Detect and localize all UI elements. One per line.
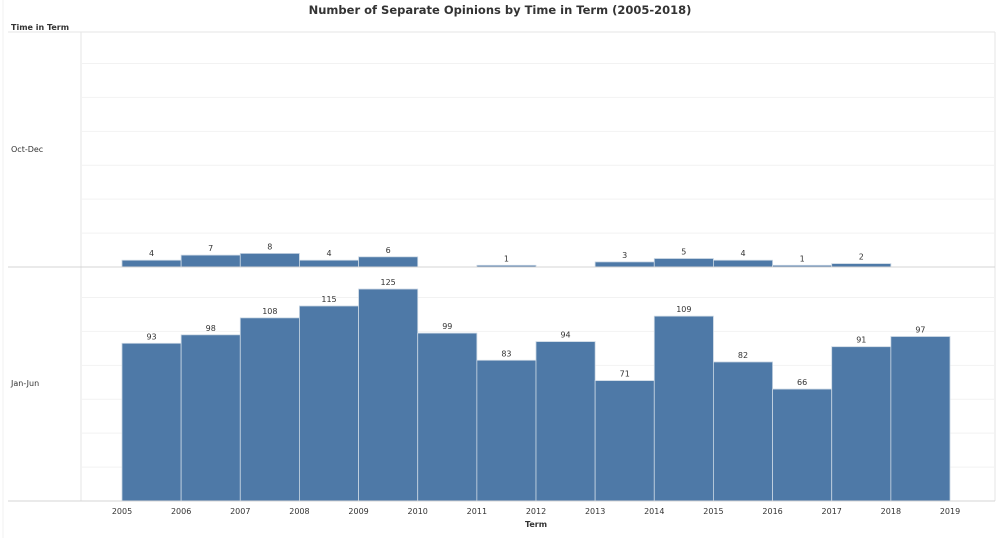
data-label: 3 [622, 251, 627, 260]
bar-jan-jun-2011[interactable] [476, 359, 537, 502]
x-tick-label: 2009 [348, 507, 368, 516]
bar-jan-jun-2014[interactable] [653, 315, 714, 502]
x-tick-label: 2006 [171, 507, 191, 516]
x-tick-label: 2013 [585, 507, 605, 516]
x-tick-label: 2010 [408, 507, 428, 516]
x-tick-label: 2019 [940, 507, 960, 516]
bar-jan-jun-2006[interactable] [180, 334, 241, 502]
bar-oct-dec-2009[interactable] [358, 256, 419, 268]
bar-oct-dec-2008[interactable] [299, 259, 359, 268]
row-label-jan-jun: Jan-Jun [10, 379, 39, 388]
bar-oct-dec-2014[interactable] [653, 258, 714, 268]
data-label: 109 [676, 305, 691, 314]
x-tick-label: 2014 [644, 507, 664, 516]
data-label: 94 [560, 331, 570, 340]
bar-oct-dec-2005[interactable] [121, 259, 182, 268]
data-label: 91 [856, 336, 866, 345]
chart-title: Number of Separate Opinions by Time in T… [309, 3, 692, 17]
x-tick-label: 2012 [526, 507, 546, 516]
data-label: 4 [149, 249, 154, 258]
data-label: 93 [146, 332, 156, 341]
data-label: 82 [738, 351, 748, 360]
bar-jan-jun-2016[interactable] [772, 388, 833, 502]
x-tick-label: 2007 [230, 507, 250, 516]
bar-jan-jun-2007[interactable] [239, 317, 300, 502]
bar-jan-jun-2009[interactable] [358, 288, 419, 502]
data-label: 7 [208, 244, 213, 253]
data-label: 115 [321, 295, 336, 304]
data-label: 2 [859, 253, 864, 262]
data-label: 125 [381, 278, 396, 287]
x-axis-title: Term [525, 520, 547, 529]
bar-jan-jun-2005[interactable] [121, 342, 182, 502]
bar-jan-jun-2015[interactable] [713, 361, 773, 502]
x-tick-label: 2018 [881, 507, 901, 516]
bar-oct-dec-2017[interactable] [831, 263, 892, 268]
bar-oct-dec-2006[interactable] [180, 254, 241, 268]
bar-oct-dec-2015[interactable] [713, 259, 773, 268]
bar-jan-jun-2012[interactable] [535, 341, 596, 502]
x-tick-label: 2005 [112, 507, 132, 516]
x-tick-label: 2011 [467, 507, 487, 516]
x-tick-label: 2017 [822, 507, 842, 516]
bar-jan-jun-2017[interactable] [831, 346, 892, 502]
x-tick-label: 2015 [703, 507, 723, 516]
x-tick-label: 2008 [289, 507, 309, 516]
data-label: 98 [206, 324, 216, 333]
data-label: 5 [681, 248, 686, 257]
bar-jan-jun-2018[interactable] [890, 336, 951, 502]
data-label: 4 [740, 249, 745, 258]
x-tick-label: 2016 [762, 507, 782, 516]
bar-jan-jun-2008[interactable] [299, 305, 359, 502]
data-label: 1 [800, 254, 805, 263]
bar-jan-jun-2010[interactable] [417, 332, 478, 502]
row-header: Time in Term [11, 23, 69, 32]
data-label: 108 [262, 307, 277, 316]
row-label-oct-dec: Oct-Dec [11, 145, 43, 154]
data-label: 4 [326, 249, 331, 258]
data-label: 83 [501, 349, 511, 358]
data-label: 99 [442, 322, 452, 331]
data-label: 71 [620, 370, 630, 379]
bar-jan-jun-2013[interactable] [594, 380, 655, 502]
data-label: 97 [915, 326, 925, 335]
data-label: 8 [267, 242, 272, 251]
bar-oct-dec-2007[interactable] [239, 253, 300, 268]
data-label: 1 [504, 254, 509, 263]
data-label: 6 [386, 246, 391, 255]
data-label: 66 [797, 378, 807, 387]
bar-oct-dec-2013[interactable] [594, 261, 655, 268]
